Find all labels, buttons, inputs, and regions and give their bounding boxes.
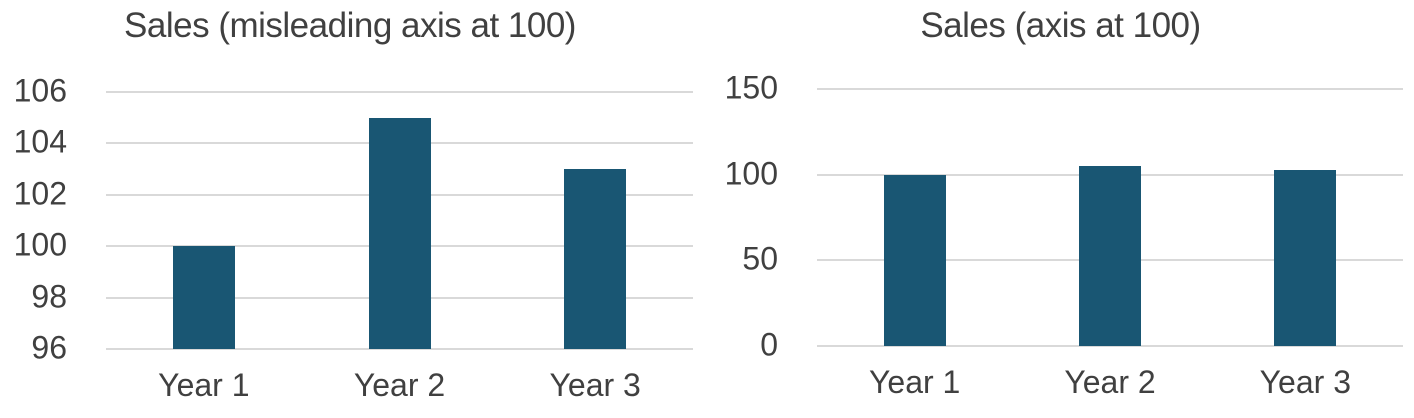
chart-full-axis: Sales (axis at 100) 150 100 50 0 Year 1 Year … [707, 0, 1414, 418]
gridline [106, 91, 693, 93]
chart-title: Sales (axis at 100) [920, 6, 1201, 45]
plot-area: 106 104 102 100 98 96 Year 1 Year 2 Year 3 [0, 0, 700, 418]
y-axis-tick-label: 50 [742, 241, 778, 278]
y-axis-tick-label: 150 [724, 69, 778, 106]
y-axis-tick-label: 98 [31, 278, 67, 315]
y-axis-tick-label: 0 [760, 326, 778, 363]
bar-year-2 [368, 117, 431, 349]
x-axis-tick-label: Year 3 [549, 367, 641, 403]
chart-title: Sales (misleading axis at 100) [124, 6, 576, 45]
bar-year-1 [883, 174, 946, 346]
gridline [106, 348, 693, 350]
bar-year-2 [1079, 166, 1141, 346]
y-axis-tick-label: 100 [13, 226, 67, 263]
y-axis-tick-label: 106 [13, 72, 67, 109]
bar-year-3 [1274, 169, 1337, 346]
plot-area: 150 100 50 0 Year 1 Year 2 Year 3 [707, 0, 1414, 418]
x-axis-tick-label: Year 1 [158, 367, 250, 403]
chart-misleading-axis: Sales (misleading axis at 100) 106 104 102… [0, 0, 700, 418]
y-axis-tick-label: 104 [13, 124, 67, 161]
y-axis-tick-label: 100 [724, 155, 778, 192]
x-axis-tick-label: Year 3 [1259, 364, 1351, 400]
x-axis-tick-label: Year 2 [353, 367, 446, 403]
gridline [817, 345, 1403, 347]
gridline [817, 88, 1403, 90]
bar-year-3 [564, 169, 627, 349]
y-axis-tick-label: 96 [31, 329, 67, 366]
x-axis-tick-label: Year 2 [1064, 364, 1156, 400]
y-axis-tick-label: 102 [13, 175, 67, 212]
x-axis-tick-label: Year 1 [868, 364, 961, 400]
bar-year-1 [172, 246, 235, 349]
